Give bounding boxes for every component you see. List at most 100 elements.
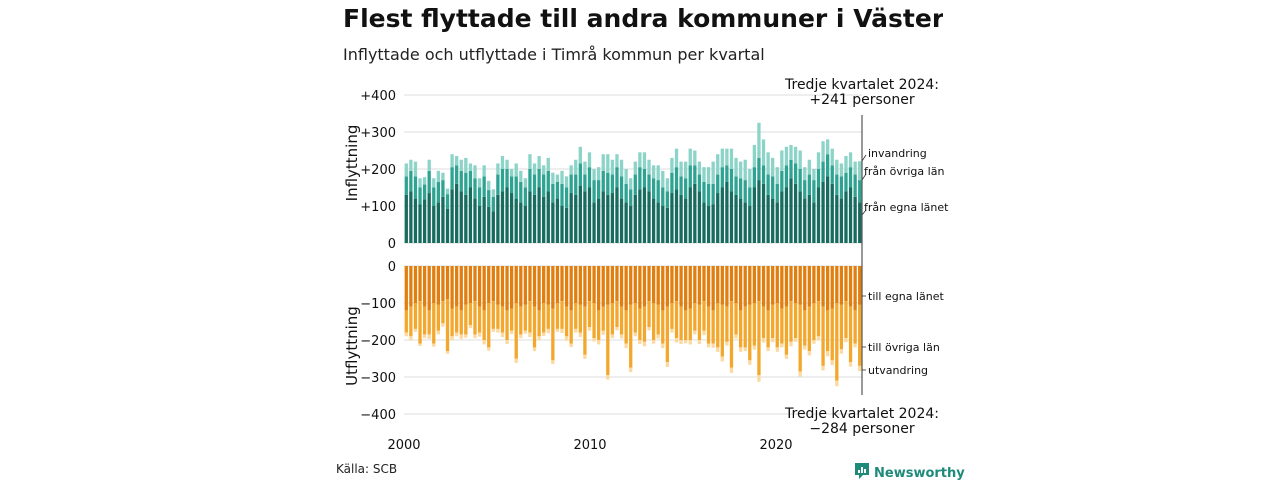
bar-to-own-county <box>487 266 491 303</box>
bar-to-other-counties <box>583 306 587 355</box>
bar-emigration <box>418 343 422 346</box>
bar-from-other-counties <box>729 169 734 192</box>
bar-immigration <box>798 150 802 169</box>
bar-to-other-counties <box>601 306 605 331</box>
bar-to-other-counties <box>835 303 839 381</box>
bar-from-other-counties <box>468 170 473 188</box>
bar-to-other-counties <box>477 306 482 333</box>
bar-to-other-counties <box>560 301 564 329</box>
bar-to-other-counties <box>587 301 592 328</box>
bar-to-own-county <box>656 266 660 305</box>
bar-immigration <box>564 176 569 188</box>
bar-emigration <box>610 334 615 339</box>
bar-from-other-counties <box>706 183 711 206</box>
inflow-ytick: +400 <box>360 89 396 104</box>
bar-from-other-counties <box>496 174 500 195</box>
bar-to-other-counties <box>729 301 734 368</box>
bar-immigration <box>477 178 482 188</box>
brand-logo[interactable]: Newsworthy <box>854 462 965 484</box>
bar-immigration <box>583 161 587 175</box>
bar-emigration <box>858 365 862 372</box>
bar-to-other-counties <box>697 304 702 340</box>
bar-to-own-county <box>752 266 757 303</box>
bar-from-other-counties <box>551 183 555 203</box>
bar-from-other-counties <box>839 176 844 199</box>
bar-emigration <box>793 338 798 342</box>
bar-from-own-county <box>574 194 578 243</box>
bar-to-own-county <box>619 266 624 307</box>
bar-immigration <box>803 167 807 181</box>
bar-to-other-counties <box>688 308 692 340</box>
bar-immigration <box>555 174 560 182</box>
bar-to-own-county <box>697 266 702 305</box>
bar-emigration <box>564 336 569 341</box>
bar-immigration <box>720 148 724 168</box>
bar-to-other-counties <box>491 301 495 329</box>
bar-to-other-counties <box>757 301 761 376</box>
bar-to-own-county <box>647 266 651 302</box>
bar-from-own-county <box>633 194 637 243</box>
bar-from-other-counties <box>803 180 807 199</box>
bar-from-other-counties <box>606 172 610 195</box>
bar-to-own-county <box>500 266 505 307</box>
bar-to-own-county <box>684 266 688 311</box>
bar-immigration <box>519 170 523 182</box>
bar-from-own-county <box>725 181 729 243</box>
bar-from-own-county <box>418 204 422 243</box>
bar-immigration <box>743 159 747 181</box>
bar-to-own-county <box>839 266 844 305</box>
bar-to-own-county <box>574 266 578 303</box>
bar-from-other-counties <box>464 172 468 195</box>
bar-immigration <box>844 156 848 173</box>
bar-immigration <box>487 180 491 191</box>
bar-immigration <box>445 188 450 195</box>
bar-emigration <box>409 336 413 341</box>
bar-from-own-county <box>496 194 500 243</box>
bar-to-own-county <box>711 266 715 311</box>
bar-emigration <box>697 340 702 345</box>
bar-to-other-counties <box>761 306 766 339</box>
bar-from-own-county <box>487 206 491 243</box>
bar-emigration <box>523 330 528 334</box>
bar-to-own-county <box>459 266 463 311</box>
bar-from-own-county <box>546 191 550 243</box>
bar-emigration <box>619 334 624 339</box>
bar-to-own-county <box>404 266 408 311</box>
bar-from-own-county <box>729 191 734 243</box>
bar-emigration <box>848 362 853 367</box>
bar-from-own-county <box>844 191 848 243</box>
bar-emigration <box>803 345 807 350</box>
bar-from-own-county <box>491 211 495 243</box>
bar-emigration <box>578 332 582 338</box>
bar-from-other-counties <box>450 167 454 190</box>
inflow-annotation-value: +241 personer <box>809 92 915 108</box>
bar-to-other-counties <box>482 310 486 340</box>
bar-to-own-county <box>624 266 628 311</box>
bar-immigration <box>812 169 816 181</box>
bar-to-other-counties <box>858 304 862 366</box>
bar-from-own-county <box>784 187 789 243</box>
bar-immigration <box>706 167 711 184</box>
bar-to-own-county <box>564 266 569 307</box>
bar-to-other-counties <box>555 303 560 329</box>
bar-from-own-county <box>624 202 628 243</box>
bar-to-other-counties <box>413 303 418 329</box>
bar-emigration <box>601 330 605 335</box>
bar-to-own-county <box>569 266 573 311</box>
bar-emigration <box>807 351 811 356</box>
bar-to-own-county <box>413 266 418 303</box>
x-tick-label: 2010 <box>573 438 606 453</box>
bar-from-own-county <box>601 191 605 243</box>
bar-immigration <box>532 163 537 175</box>
bar-to-own-county <box>450 266 454 309</box>
bar-from-other-counties <box>592 180 596 203</box>
bar-to-other-counties <box>546 304 550 329</box>
bar-immigration <box>784 146 789 166</box>
bar-from-other-counties <box>601 170 605 192</box>
bar-from-own-county <box>551 202 555 243</box>
bar-emigration <box>784 354 789 359</box>
bar-from-own-county <box>441 196 445 243</box>
bar-from-own-county <box>482 196 486 243</box>
bar-immigration <box>578 146 582 164</box>
bar-to-other-counties <box>693 303 697 331</box>
